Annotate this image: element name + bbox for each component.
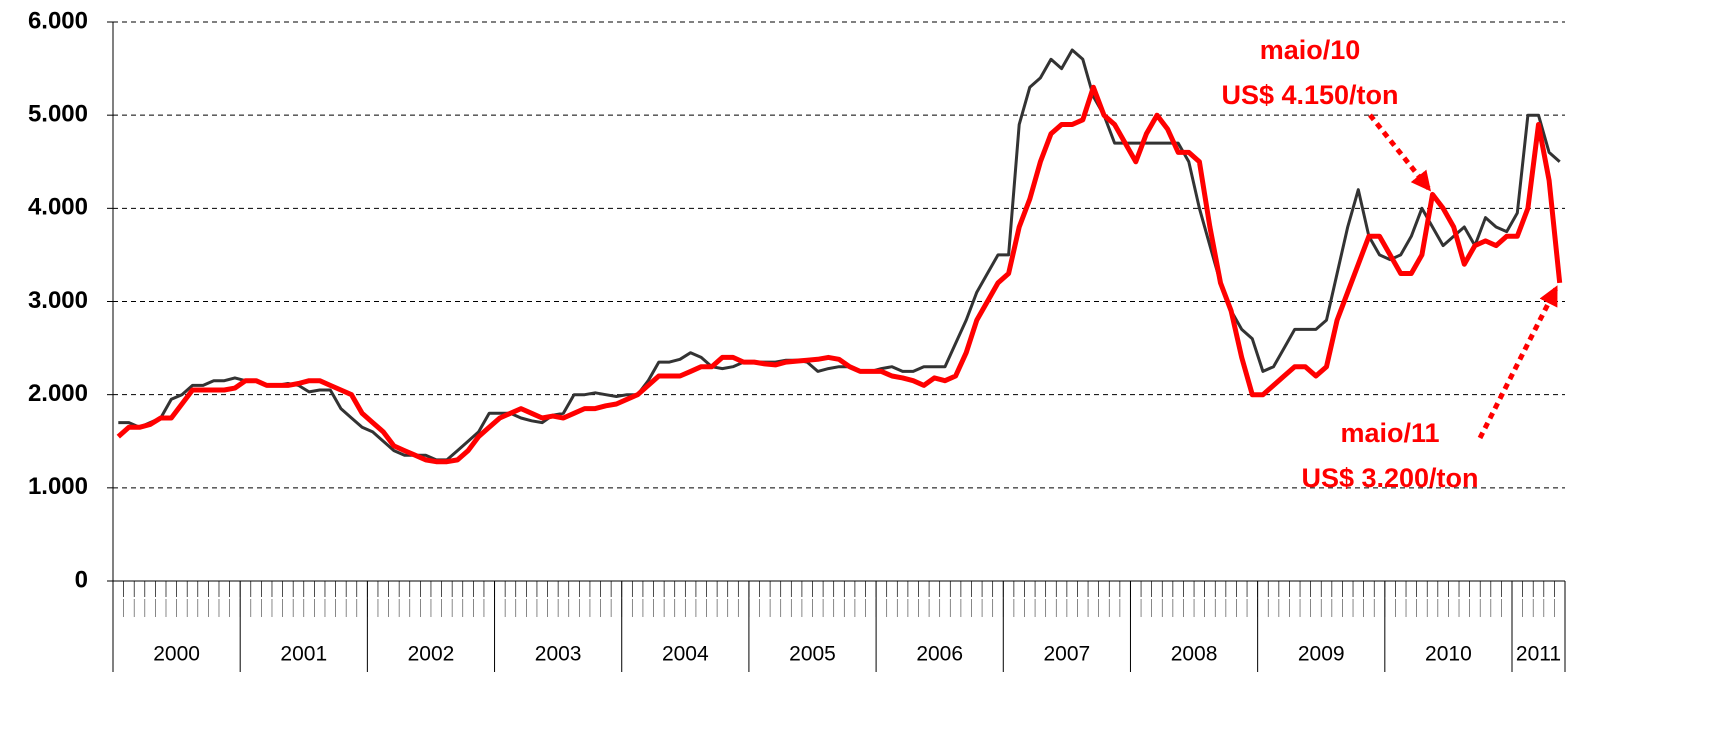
y-tick-label: 4.000 [28, 194, 88, 221]
y-tick-label: 6.000 [28, 7, 88, 34]
line-series [116, 84, 1563, 465]
x-group-label: 2000 [153, 643, 200, 666]
x-group-label: 2006 [916, 643, 963, 666]
x-group-label: 2009 [1298, 643, 1345, 666]
line-series [118, 48, 1561, 462]
x-group-label: 2001 [280, 643, 327, 666]
y-tick-label: 0 [75, 566, 88, 593]
x-group-label: 2008 [1171, 643, 1218, 666]
x-group-label: 2002 [408, 643, 455, 666]
y-tick-label: 2.000 [28, 380, 88, 407]
annotation: maio/11 [1340, 418, 1439, 448]
annotation: maio/10 [1260, 35, 1361, 65]
x-group-label: 2003 [535, 643, 582, 666]
x-group-label: 2004 [662, 643, 709, 666]
annotation: US$ 4.150/ton [1221, 80, 1398, 110]
x-group-label: 2010 [1425, 643, 1472, 666]
x-group-label: 2007 [1044, 643, 1091, 666]
y-tick-label: 5.000 [28, 101, 88, 128]
x-group-label: 2011 [1516, 643, 1561, 666]
x-group-label: 2005 [789, 643, 836, 666]
y-tick-label: 3.000 [28, 287, 88, 314]
annotation: US$ 3.200/ton [1301, 463, 1478, 493]
annotation-arrow [1477, 285, 1558, 440]
annotation-arrow [1368, 113, 1432, 192]
y-tick-label: 1.000 [28, 473, 88, 500]
